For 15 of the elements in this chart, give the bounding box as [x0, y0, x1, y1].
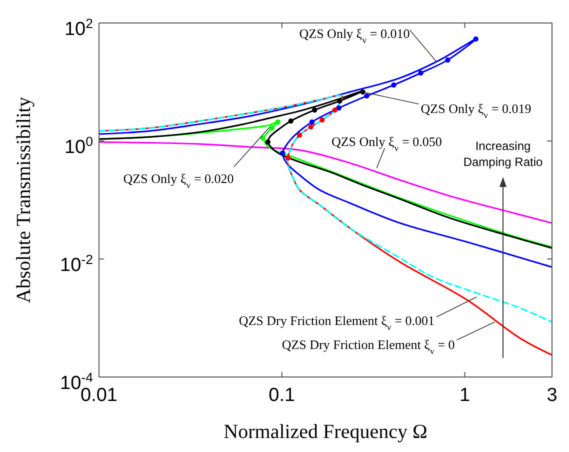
annotation: QZS Only ξ$_{v}$ = 0.019: [420, 100, 532, 120]
annotation: QZS Dry Friction Element ξ$_{v}$ = 0: [282, 337, 455, 356]
x-tick-label: 1: [459, 385, 470, 406]
x-axis-title: Normalized Frequency Ω: [224, 421, 428, 443]
y-tick-label: 10$^{0}$: [64, 134, 93, 158]
y-axis-title: Absolute Transmissibility: [13, 96, 35, 304]
x-tick-label: 0.1: [268, 385, 296, 406]
x-tick-label: 3: [546, 385, 558, 406]
annotation: QZS Only ξ$_{v}$ = 0.050: [331, 134, 442, 154]
y-tick-label: 10$^{-2}$: [60, 252, 93, 276]
y-tick-label: 10$^{2}$: [64, 16, 93, 40]
annotation: QZS Dry Friction Element ξ$_{v}$ = 0.001: [238, 312, 435, 332]
annotation: QZS Only ξ$_{v}$ = 0.010: [299, 26, 410, 46]
annotation: QZS Only ξ$_{v}$ = 0.020: [123, 170, 234, 190]
annotation: Increasing Damping Ratio: [463, 139, 544, 169]
